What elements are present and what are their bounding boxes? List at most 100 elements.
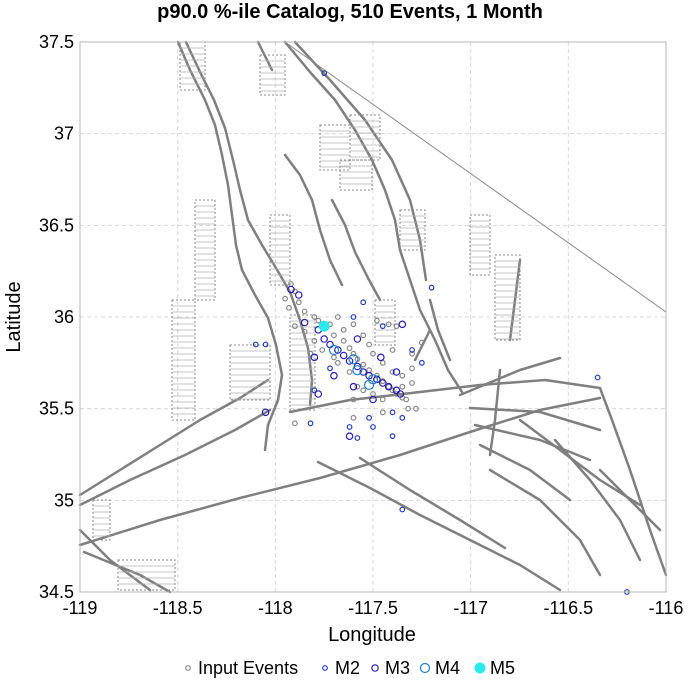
event-point-input-events	[393, 323, 400, 330]
x-tick-label: -117.5	[348, 598, 398, 618]
event-point-input-events	[340, 326, 347, 333]
event-point-m3	[398, 320, 407, 329]
event-point-m2	[252, 341, 259, 348]
event-point-m2	[327, 365, 333, 372]
legend: Input Events M2 M3 M4 M5	[185, 658, 515, 678]
x-axis-label: Longitude	[328, 624, 416, 646]
event-point-m3	[261, 408, 270, 417]
event-point-m3	[320, 335, 328, 343]
plot-frame	[79, 41, 667, 593]
event-point-m2	[370, 424, 376, 430]
event-point-input-events	[307, 350, 314, 357]
event-point-input-events	[331, 354, 337, 361]
event-point-m3	[294, 291, 303, 299]
event-point-m2	[311, 387, 318, 394]
event-point-m3	[287, 285, 295, 294]
fault-trace	[508, 258, 522, 342]
event-point-input-events	[409, 365, 415, 372]
event-point-m3	[330, 371, 338, 380]
x-tick-label: -118	[258, 598, 293, 618]
event-point-m2	[389, 433, 396, 440]
event-point-m2	[346, 424, 353, 430]
event-point-input-events	[403, 396, 410, 403]
legend-label: Input Events	[198, 658, 298, 678]
event-point-input-events	[340, 337, 347, 344]
event-point-input-events	[370, 350, 376, 357]
fault-trace	[458, 356, 562, 397]
y-axis-label: Latitude	[3, 281, 25, 352]
fault-trace	[256, 40, 274, 72]
fault-trace	[598, 468, 662, 532]
fault-zone-block	[289, 314, 316, 411]
event-point-input-events	[350, 321, 357, 328]
event-point-input-events	[379, 409, 386, 416]
event-point-input-events	[319, 347, 326, 353]
fault-zone-block	[269, 214, 291, 286]
fault-zone-block	[117, 559, 176, 591]
event-point-m2	[594, 374, 601, 381]
x-tick-label: -118.5	[153, 598, 203, 618]
event-point-input-events	[389, 369, 396, 375]
event-point-m2	[360, 299, 367, 306]
event-point-m3	[353, 335, 362, 343]
fault-trace	[78, 408, 272, 507]
event-point-input-events	[334, 314, 341, 320]
fault-trace	[468, 406, 602, 432]
event-point-m3	[384, 382, 393, 391]
event-point-m2	[399, 506, 406, 513]
event-point-input-events	[405, 405, 412, 412]
event-point-m2	[321, 70, 328, 77]
legend-marker	[419, 662, 431, 674]
event-point-m2	[366, 414, 372, 421]
event-point-m2	[307, 420, 314, 427]
event-point-input-events	[366, 367, 372, 374]
fault-zone-block	[494, 254, 521, 341]
event-point-m2	[389, 409, 396, 416]
event-point-input-events	[334, 359, 341, 366]
event-point-m2	[418, 359, 425, 366]
fault-zone-block	[229, 344, 271, 401]
event-point-input-events	[286, 304, 292, 311]
x-tick-labels: -119 -118.5 -118 -117.5 -117 -116.5 -116	[63, 598, 684, 618]
event-point-m3	[392, 386, 401, 395]
event-point-m3	[345, 432, 354, 440]
event-point-input-events	[288, 281, 294, 287]
event-point-m3	[349, 382, 358, 391]
fault-trace	[478, 443, 572, 502]
fault-trace	[176, 40, 284, 452]
x-tick-label: -117	[453, 598, 488, 618]
event-point-input-events	[399, 383, 406, 390]
event-point-m2	[262, 341, 269, 348]
event-point-m3	[377, 353, 385, 362]
event-point-m5	[318, 320, 330, 332]
event-point-input-events	[413, 405, 419, 412]
data-points	[252, 70, 630, 595]
event-point-m4	[348, 354, 359, 365]
event-point-input-events	[379, 396, 386, 403]
fault-zone-block	[259, 54, 286, 96]
fault-trace	[78, 396, 602, 547]
fault-trace	[283, 153, 344, 287]
y-tick-label: 34.5	[39, 582, 74, 602]
fault-trace	[82, 550, 172, 594]
x-tick-label: -116.5	[543, 598, 593, 618]
legend-label: M2	[335, 658, 360, 678]
y-tick-label: 37.5	[39, 32, 74, 52]
legend-marker	[185, 665, 191, 671]
event-point-m4	[328, 344, 340, 356]
event-point-input-events	[385, 383, 392, 390]
y-tick-label: 36.5	[39, 215, 74, 235]
event-point-input-events	[291, 288, 298, 295]
event-point-m2	[379, 323, 386, 330]
event-point-m4	[352, 365, 363, 376]
event-point-input-events	[360, 361, 367, 368]
event-point-m3	[392, 368, 401, 376]
y-tick-label: 35.5	[39, 399, 74, 419]
legend-label: M3	[385, 658, 410, 678]
fault-zone-block	[92, 499, 111, 541]
fault-trace	[428, 298, 452, 362]
event-point-m3	[359, 368, 368, 376]
y-tick-label: 36	[54, 307, 74, 327]
event-point-input-events	[331, 332, 337, 339]
